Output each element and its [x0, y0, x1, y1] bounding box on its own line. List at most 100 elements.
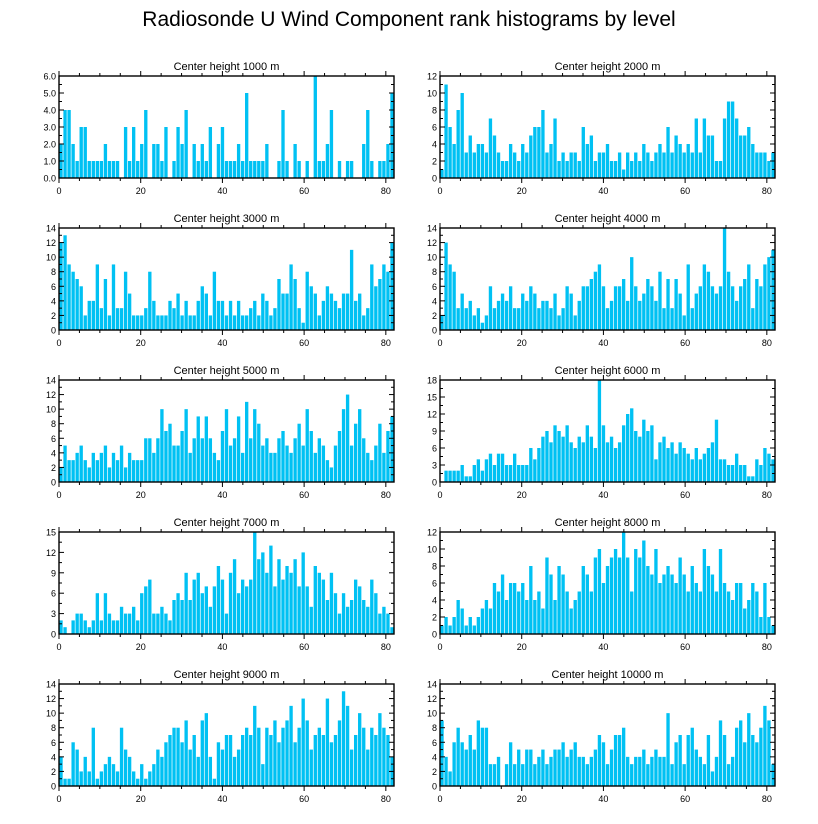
- bar: [91, 161, 95, 178]
- bar: [569, 749, 573, 786]
- bar: [156, 613, 160, 634]
- bar: [140, 593, 144, 634]
- bar: [508, 286, 513, 330]
- bar: [164, 127, 168, 178]
- bar: [654, 549, 658, 634]
- bar: [370, 579, 374, 634]
- bar: [172, 308, 176, 330]
- bar: [513, 583, 517, 634]
- bar: [119, 727, 124, 786]
- bar: [573, 742, 577, 786]
- bar: [317, 727, 321, 786]
- bar: [626, 557, 630, 634]
- bar: [456, 308, 460, 330]
- bar: [305, 271, 309, 330]
- bar: [176, 445, 180, 482]
- bar: [236, 416, 241, 482]
- bar: [440, 625, 444, 634]
- bar: [253, 300, 257, 330]
- bar: [476, 144, 481, 178]
- bar: [763, 705, 767, 786]
- bar: [589, 279, 594, 330]
- bar: [597, 264, 602, 330]
- bar: [452, 144, 456, 178]
- panel-3: Center height 3000 m 0 2 4 6 8 10 12 14 0 20 40 60 80: [46, 213, 395, 348]
- bar: [529, 566, 533, 634]
- bar: [710, 286, 715, 330]
- bar: [337, 308, 342, 330]
- bar: [468, 735, 472, 786]
- bar: [662, 152, 666, 178]
- x-tick-label: 60: [299, 490, 309, 500]
- bar: [557, 431, 561, 482]
- bar: [321, 161, 326, 178]
- bar: [581, 127, 585, 178]
- y-tick-label: 6: [432, 738, 437, 748]
- bar: [232, 559, 237, 634]
- bar: [212, 586, 217, 634]
- bar: [626, 300, 630, 330]
- bar: [529, 286, 533, 330]
- bar: [585, 574, 589, 634]
- bar: [533, 764, 537, 786]
- bar: [638, 436, 642, 482]
- bar: [545, 152, 549, 178]
- bar: [504, 465, 509, 482]
- bar: [666, 566, 670, 634]
- bar: [83, 315, 87, 330]
- x-tick-label: 60: [299, 794, 309, 804]
- y-tick-label: 12: [427, 72, 437, 82]
- bar: [585, 764, 589, 786]
- bar: [317, 315, 321, 330]
- bar: [763, 152, 767, 178]
- bar: [192, 579, 196, 634]
- y-tick-label: 12: [46, 694, 56, 704]
- y-tick-label: 0: [51, 630, 56, 640]
- bar: [638, 756, 642, 786]
- bar: [755, 459, 759, 482]
- bar: [313, 76, 317, 178]
- main-title: Radiosonde U Wind Component rank histogr…: [142, 8, 676, 31]
- bar: [382, 161, 386, 178]
- bar: [767, 720, 771, 786]
- x-tick-label: 80: [381, 338, 391, 348]
- bar: [440, 720, 444, 786]
- bar: [136, 620, 140, 634]
- bar: [91, 727, 95, 786]
- panel-title: Center height 6000 m: [555, 365, 661, 377]
- bar: [160, 315, 164, 330]
- x-tick-label: 60: [299, 642, 309, 652]
- bar: [504, 300, 509, 330]
- bar: [771, 625, 775, 634]
- bar: [492, 308, 497, 330]
- bar: [541, 436, 545, 482]
- bar: [192, 144, 196, 178]
- bar: [325, 460, 330, 482]
- bar: [337, 720, 342, 786]
- bar: [577, 300, 581, 330]
- bar: [176, 127, 180, 178]
- bar: [488, 764, 493, 786]
- bar: [75, 749, 79, 786]
- bar: [557, 566, 561, 634]
- bar: [767, 257, 771, 330]
- bar: [589, 591, 594, 634]
- bar: [305, 161, 309, 178]
- bar: [132, 460, 136, 482]
- bar: [444, 470, 448, 482]
- bar: [690, 308, 694, 330]
- bar: [362, 144, 366, 178]
- bar: [638, 300, 642, 330]
- bar: [694, 448, 698, 482]
- bar: [245, 586, 249, 634]
- bar: [642, 749, 646, 786]
- bar: [718, 459, 723, 482]
- bar: [706, 271, 711, 330]
- bar: [67, 778, 71, 786]
- bar: [484, 315, 489, 330]
- bar: [345, 394, 350, 482]
- bar: [739, 286, 743, 330]
- x-tick-label: 20: [136, 186, 146, 196]
- bar: [228, 445, 233, 482]
- bar: [456, 110, 460, 178]
